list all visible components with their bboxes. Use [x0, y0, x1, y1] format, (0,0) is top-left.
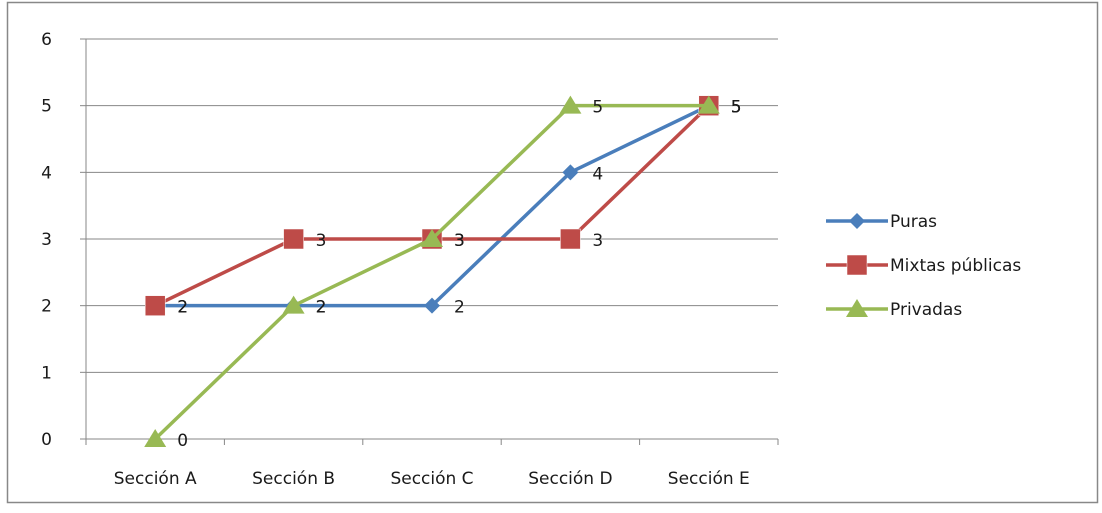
series-1-data-label-1: 2	[177, 298, 188, 318]
axes: 0 1 2 3 4 5 6 Sección A Sección B Sección C Secció…	[41, 30, 779, 489]
chart-border	[6, 1, 1099, 504]
series-3-point-5	[697, 95, 720, 114]
series-1-data-label-2: 2	[316, 298, 327, 318]
series-2-point-2	[283, 228, 304, 250]
series-1-point-4	[562, 164, 579, 181]
legend-item-1-marker	[849, 213, 865, 229]
series-3-data-label-1: 0	[177, 431, 188, 451]
legend: Puras Mixtas públicas Privadas	[826, 212, 1021, 320]
series-3-point-4	[559, 95, 582, 114]
series-2-data-label-1: 2	[177, 298, 188, 318]
legend-item-2-marker	[846, 254, 868, 276]
series-2-data-label-4: 3	[592, 231, 603, 251]
y-tick-label-2: 2	[41, 297, 52, 317]
series-1-data-label-3: 2	[454, 298, 465, 318]
series-3-data-label-4: 5	[592, 98, 603, 118]
legend-item-3-marker	[846, 299, 868, 317]
y-tick-label-5: 5	[41, 97, 52, 117]
x-tick-label-2: Sección B	[252, 469, 335, 489]
x-tick-label-5: Sección E	[668, 469, 750, 489]
y-tick-label-1: 1	[41, 363, 52, 383]
y-tick-label-0: 0	[41, 430, 52, 450]
x-tick-label-3: Sección C	[390, 469, 473, 489]
series-3-data-label-3: 3	[454, 231, 465, 251]
legend-item-2-label: Mixtas públicas	[890, 256, 1021, 276]
series-2-data-label-3: 3	[454, 231, 465, 251]
legend-item-3-label: Privadas	[890, 300, 962, 320]
y-tick-label-3: 3	[41, 230, 52, 250]
y-tick-label-6: 6	[41, 30, 52, 50]
legend-item-1-label: Puras	[890, 212, 937, 232]
series-2-point-4	[560, 228, 581, 250]
series-3-point-3	[421, 229, 443, 247]
series-3-data-label-5: 5	[731, 98, 742, 118]
y-tick-label-4: 4	[41, 163, 52, 183]
x-tick-label-1: Sección A	[114, 469, 197, 489]
series-2-data-label-2: 3	[316, 231, 327, 251]
series-group	[144, 95, 720, 447]
series-1-data-label-5: 5	[731, 98, 742, 118]
series-2-data-label-5: 5	[731, 98, 742, 118]
series-1-data-label-4: 4	[592, 164, 603, 184]
series-3-point-2	[282, 295, 305, 314]
x-tick-label-4: Sección D	[528, 469, 612, 489]
series-1-point-3	[424, 297, 440, 314]
series-3-point-1	[144, 429, 167, 447]
series-3-data-label-2: 2	[316, 298, 327, 318]
series-2-point-1	[144, 295, 166, 316]
